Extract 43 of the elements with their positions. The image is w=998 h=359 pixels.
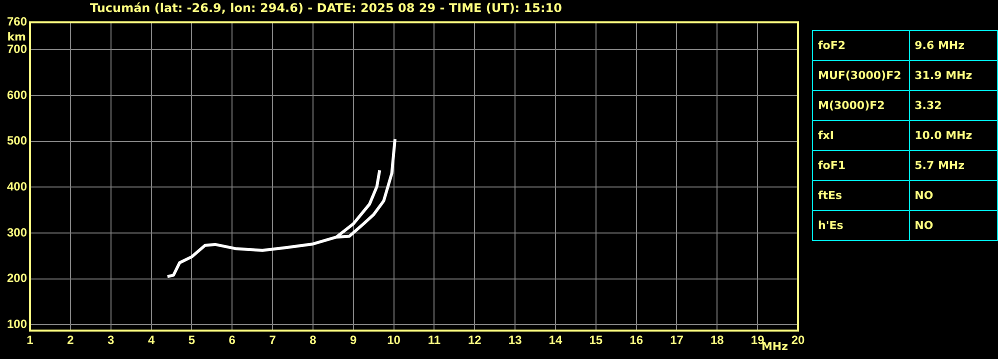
x-tick-label: 8 [310, 333, 317, 348]
text: 9.6 MHz [909, 30, 998, 60]
text: MUF(3000)F2 [812, 60, 910, 90]
x-tick-label: 5 [188, 333, 196, 348]
x-tick-label: 9 [350, 333, 358, 348]
text: NO [909, 210, 998, 240]
y-tick-label: 200 [6, 271, 28, 286]
x-tick-label: 7 [269, 333, 276, 348]
x-tick-label: 3 [108, 333, 115, 348]
x-tick-label: 12 [468, 333, 482, 348]
y-axis-title: km [7, 30, 26, 44]
text: 3.32 [909, 90, 998, 120]
y-tick-label: 600 [6, 88, 28, 102]
x-tick-label: 2 [67, 333, 74, 348]
text: 31.9 MHz [909, 60, 998, 90]
y-tick-label: 400 [6, 179, 28, 194]
text: foF1 [812, 150, 910, 180]
text: 5.7 MHz [909, 150, 998, 180]
text: fxI [812, 120, 910, 150]
x-tick-label: 4 [148, 333, 155, 348]
x-tick-label: 16 [630, 333, 644, 348]
chart-title: Tucumán (lat: -26.9, lon: 294.6) - DATE: 2025 08 29 - TIME (UT): 15:10 [90, 1, 562, 15]
y-tick-label: 100 [6, 316, 28, 331]
x-tick-label: 14 [548, 333, 562, 348]
y-tick-label: 760 [6, 14, 28, 29]
x-tick-label: 13 [508, 333, 522, 348]
x-tick-label: 15 [589, 333, 603, 348]
text: NO [909, 180, 998, 210]
text: M(3000)F2 [812, 90, 910, 120]
x-tick-label: 1 [26, 333, 34, 348]
x-tick-label: 20 [791, 333, 805, 348]
y-tick-label: 300 [6, 225, 28, 240]
text: h'Es [812, 210, 910, 240]
x-tick-label: 17 [670, 333, 684, 348]
x-tick-label: 18 [710, 333, 724, 348]
y-tick-label: 500 [6, 134, 28, 148]
x-tick-label: 11 [428, 333, 441, 348]
x-tick-label: 6 [228, 333, 236, 348]
x-tick-label: 10 [387, 333, 401, 348]
text: 10.0 MHz [909, 120, 998, 150]
text: ftEs [812, 180, 910, 210]
text: foF2 [812, 30, 910, 60]
y-tick-label: 700 [6, 42, 28, 56]
